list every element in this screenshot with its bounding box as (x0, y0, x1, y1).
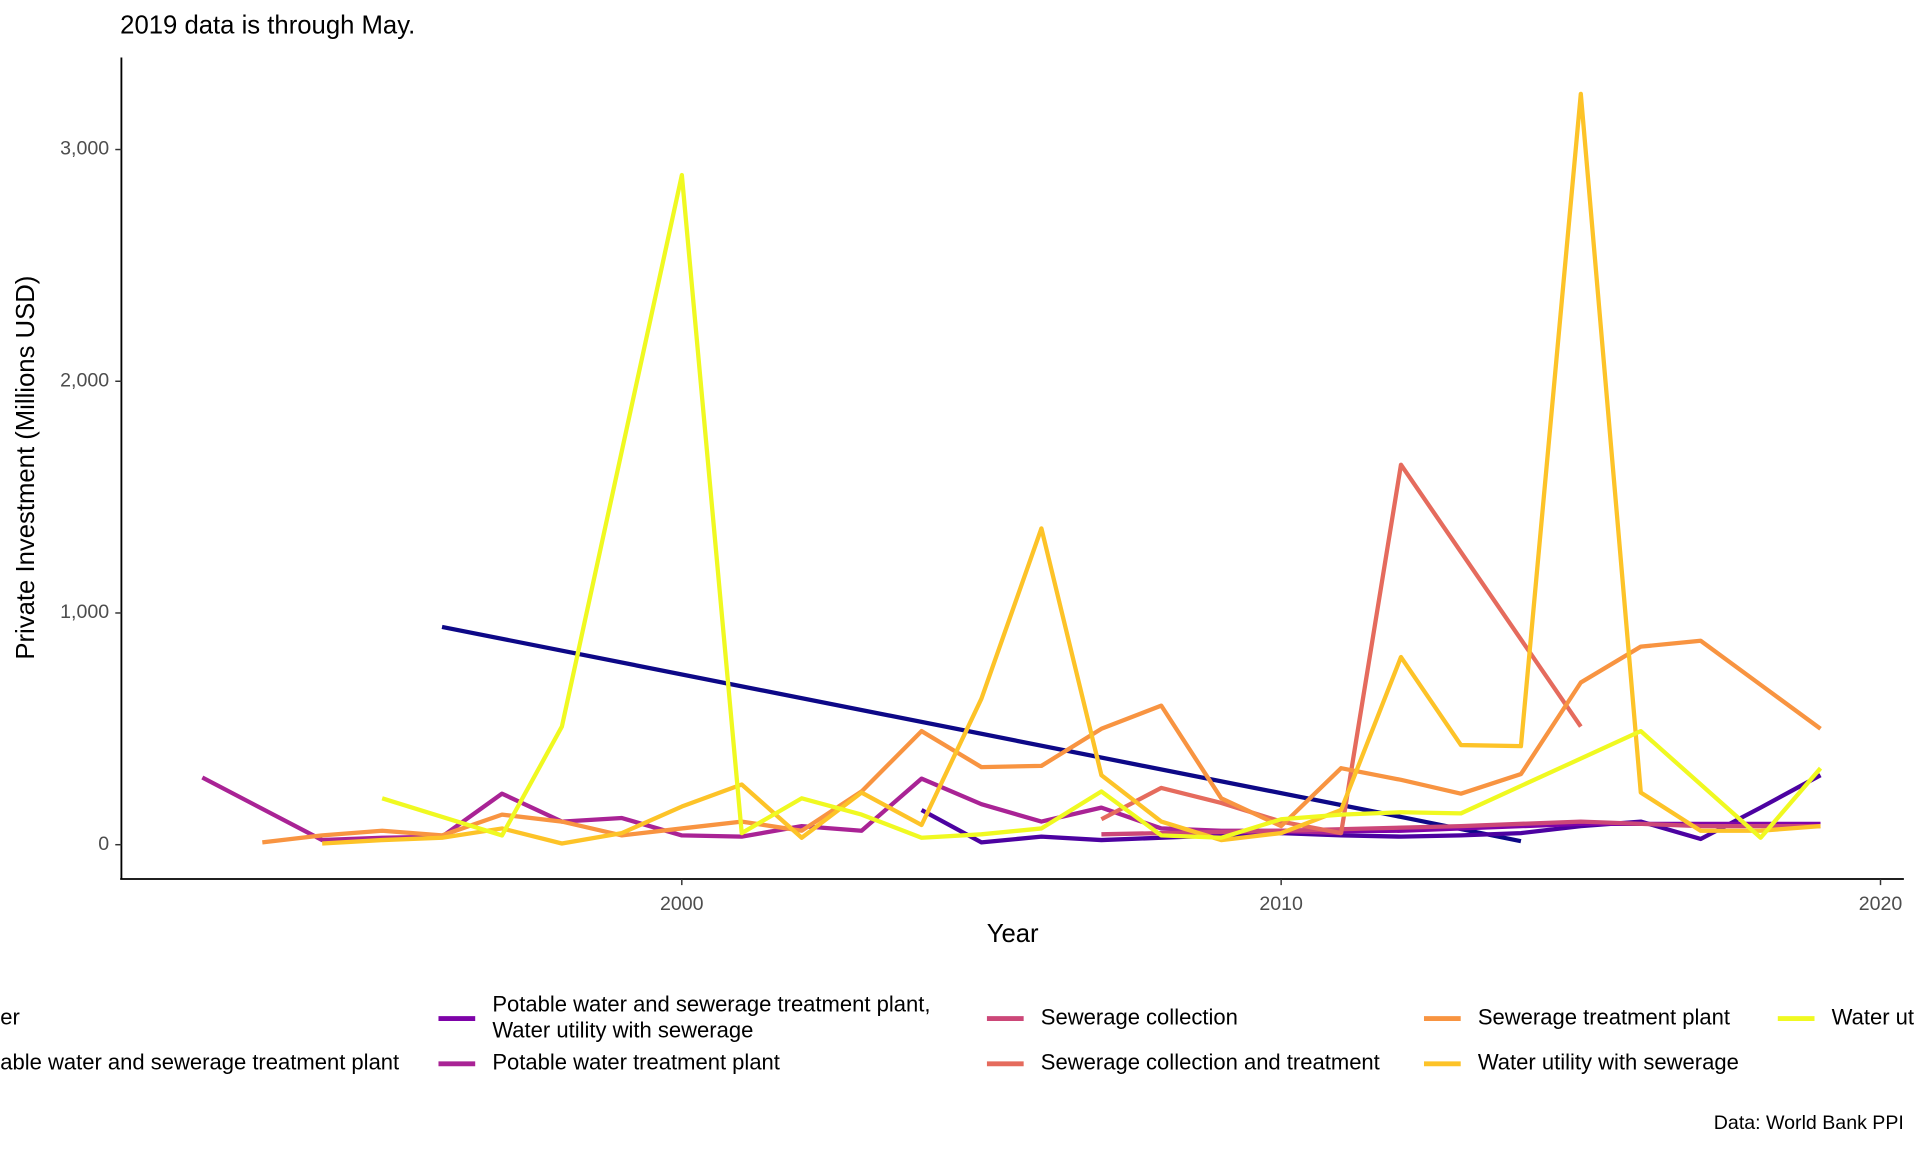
legend-label: Potable water treatment plant (492, 1050, 780, 1075)
y-tick-label: 2,000 (60, 369, 109, 391)
y-tick-label: 0 (98, 833, 109, 855)
x-tick-label: 2010 (1259, 893, 1303, 915)
legend-label: Water ut (1832, 1004, 1914, 1029)
x-axis-title: Year (987, 920, 1039, 948)
chart-subtitle: 2019 data is through May. (120, 12, 415, 40)
series-line (920, 773, 1822, 845)
caption: Data: World Bank PPI (1714, 1112, 1904, 1134)
legend-label: Sewerage collection and treatment (1041, 1050, 1380, 1075)
x-tick-label: 2020 (1859, 893, 1903, 915)
legend-label: Sewerage treatment plant (1478, 1004, 1730, 1029)
legend-label: er (0, 1004, 20, 1029)
y-tick-label: 1,000 (60, 601, 109, 623)
legend-label: Potable water and sewerage treatment pla… (492, 992, 930, 1043)
series-line (322, 91, 1821, 846)
series-line (1100, 462, 1583, 836)
legend-label: able water and sewerage treatment plant (0, 1050, 399, 1075)
series-line (381, 172, 1823, 840)
y-tick-label: 3,000 (60, 138, 109, 160)
x-tick-label: 2000 (660, 893, 704, 915)
series-line (262, 638, 1822, 845)
y-axis-title: Private Investment (Millions USD) (12, 276, 40, 660)
legend-label: Water utility with sewerage (1478, 1050, 1739, 1075)
legend-label: Sewerage collection (1041, 1004, 1238, 1029)
